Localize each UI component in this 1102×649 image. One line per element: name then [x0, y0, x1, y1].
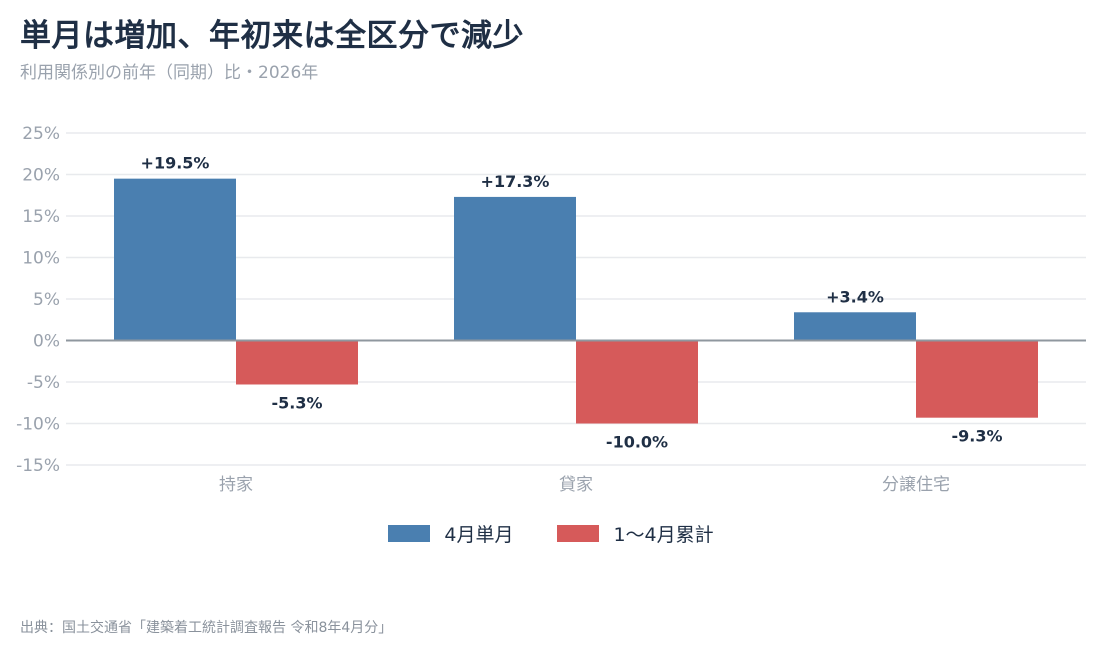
data-label: +17.3%: [481, 172, 550, 191]
y-tick-label: 20%: [22, 166, 60, 186]
legend-label-cumulative: 1〜4月累計: [613, 524, 714, 546]
bar-cumulative: [576, 340, 698, 424]
bar-chart: 25% 20% 15% 10% 5% 0% -5% -10% -15% +19.5% -5.3% 持家…: [16, 124, 1086, 495]
data-label: -9.3%: [951, 427, 1002, 446]
legend-swatch-cumulative: [557, 525, 600, 542]
legend-item-monthly: 4月単月: [388, 520, 513, 547]
source-note: 出典：国土交通省「建築着工統計調査報告 令和8年4月分」: [20, 620, 393, 636]
y-tick-label: 0%: [33, 332, 60, 352]
bar-monthly: [794, 312, 916, 341]
y-tick-label: 25%: [22, 124, 60, 144]
chart-title: 単月は増加、年初来は全区分で減少: [20, 18, 524, 54]
legend: 4月単月 1〜4月累計: [0, 520, 1102, 547]
data-label: +19.5%: [141, 154, 210, 173]
legend-item-cumulative: 1〜4月累計: [557, 520, 714, 547]
y-tick-label: -10%: [16, 415, 60, 435]
chart-subtitle: 利用関係別の前年（同期）比・2026年: [20, 63, 319, 83]
y-tick-label: -15%: [16, 456, 60, 476]
y-tick-label: 5%: [33, 290, 60, 310]
data-label: -10.0%: [606, 433, 668, 452]
bar-monthly: [454, 196, 576, 341]
legend-swatch-monthly: [388, 525, 431, 542]
y-tick-label: -5%: [27, 373, 60, 393]
data-label: -5.3%: [271, 393, 322, 412]
y-tick-label: 10%: [22, 249, 60, 269]
y-tick-label: 15%: [22, 207, 60, 227]
x-category-label: 貸家: [559, 475, 593, 495]
bar-cumulative: [916, 340, 1038, 418]
data-label: +3.4%: [826, 287, 884, 306]
bar-monthly: [114, 178, 236, 341]
bar-cumulative: [236, 340, 358, 385]
x-category-label: 持家: [219, 475, 253, 495]
legend-label-monthly: 4月単月: [444, 524, 514, 546]
x-category-label: 分譲住宅: [882, 475, 950, 495]
